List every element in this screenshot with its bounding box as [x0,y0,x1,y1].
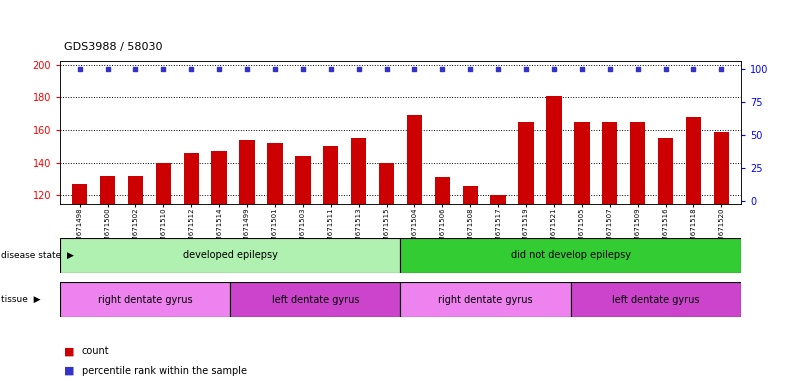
Bar [574,122,590,384]
Text: ■: ■ [64,346,74,356]
Point [408,66,421,73]
Point [687,66,700,73]
Bar [379,163,394,384]
Point [492,66,505,73]
Bar [100,176,115,384]
Text: developed epilepsy: developed epilepsy [183,250,278,260]
Bar [183,153,199,384]
Bar [714,132,729,384]
Text: ■: ■ [64,366,74,376]
Text: right dentate gyrus: right dentate gyrus [98,295,192,305]
Bar [602,122,618,384]
Point [268,66,281,73]
Text: count: count [82,346,109,356]
Point [157,66,170,73]
Point [548,66,561,73]
Bar [239,140,255,384]
Bar [658,138,674,384]
Point [101,66,114,73]
Point [380,66,393,73]
Point [296,66,309,73]
Point [659,66,672,73]
Bar [400,238,741,273]
Point [520,66,533,73]
Point [129,66,142,73]
Point [185,66,198,73]
Text: tissue  ▶: tissue ▶ [1,295,40,304]
Text: left dentate gyrus: left dentate gyrus [272,295,359,305]
Bar [351,138,366,384]
Bar [546,96,562,384]
Bar [686,117,701,384]
Bar [211,151,227,384]
Text: GDS3988 / 58030: GDS3988 / 58030 [64,42,163,52]
Point [324,66,337,73]
Point [436,66,449,73]
Bar [72,184,87,384]
Point [603,66,616,73]
Bar [570,282,741,317]
Bar [127,176,143,384]
Text: did not develop epilepsy: did not develop epilepsy [511,250,630,260]
Point [213,66,226,73]
Point [631,66,644,73]
Bar [630,122,646,384]
Bar [435,177,450,384]
Point [240,66,253,73]
Point [352,66,365,73]
Bar [268,143,283,384]
Bar [155,163,171,384]
Bar [490,195,506,384]
Bar [407,115,422,384]
Bar [463,185,478,384]
Bar [400,282,570,317]
Text: right dentate gyrus: right dentate gyrus [438,295,533,305]
Text: disease state  ▶: disease state ▶ [1,251,74,260]
Bar [295,156,311,384]
Point [715,66,728,73]
Bar [231,282,400,317]
Point [73,66,86,73]
Text: left dentate gyrus: left dentate gyrus [612,295,699,305]
Bar [60,282,231,317]
Bar [518,122,533,384]
Point [464,66,477,73]
Bar [323,146,338,384]
Bar [60,238,400,273]
Text: percentile rank within the sample: percentile rank within the sample [82,366,247,376]
Point [575,66,588,73]
